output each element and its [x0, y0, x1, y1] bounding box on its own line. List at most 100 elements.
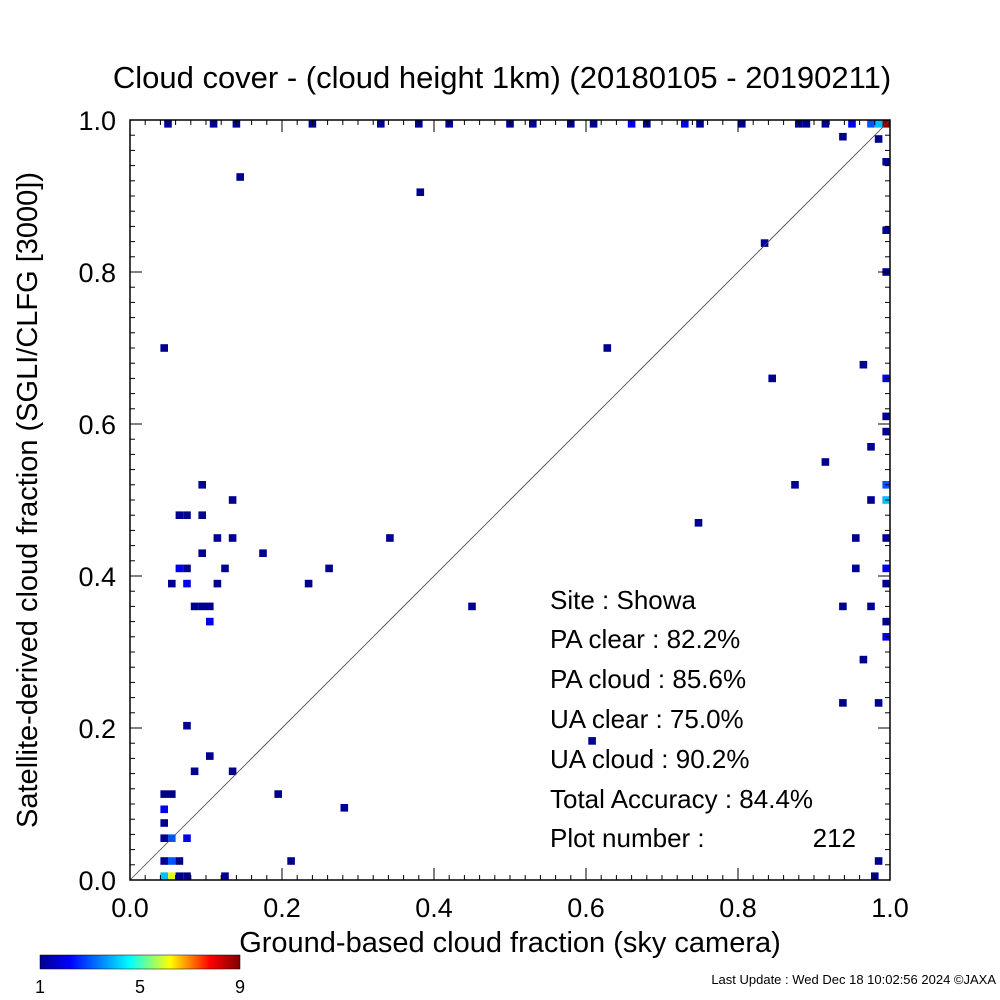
data-point — [589, 120, 598, 128]
footer-last-update: Last Update : Wed Dec 18 10:02:56 2024 ©… — [711, 972, 996, 987]
y-tick-label: 0.2 — [78, 714, 116, 744]
data-point — [160, 344, 168, 352]
data-point — [228, 496, 237, 504]
data-point — [198, 481, 206, 489]
data-point — [859, 360, 868, 369]
data-point — [588, 737, 596, 745]
stats-ua-cloud: UA cloud : 90.2% — [550, 744, 749, 774]
data-point — [882, 427, 890, 436]
data-point — [168, 790, 176, 798]
colorbar-tick-label: 1 — [35, 977, 45, 997]
colorbar-tick-label: 5 — [135, 977, 145, 997]
data-point — [852, 564, 860, 573]
data-point — [198, 602, 206, 611]
data-point — [874, 857, 883, 865]
data-point — [183, 721, 191, 730]
data-point — [882, 226, 890, 234]
data-point — [874, 120, 883, 128]
data-point — [304, 579, 313, 588]
data-point — [340, 804, 349, 812]
axis-ticks — [129, 119, 891, 881]
data-point — [694, 519, 703, 527]
stats-pa-cloud: PA cloud : 85.6% — [550, 664, 746, 694]
data-point — [168, 857, 176, 865]
data-point — [768, 374, 776, 383]
data-point — [206, 602, 214, 611]
x-tick-label: 0.4 — [415, 893, 453, 923]
data-point — [882, 412, 890, 421]
colorbar-tick-label: 9 — [235, 977, 245, 997]
data-point — [221, 872, 229, 880]
data-point — [802, 120, 811, 128]
one-to-one-line — [129, 119, 891, 881]
data-point — [221, 564, 229, 573]
y-tick-label: 0.6 — [78, 410, 116, 440]
y-tick-label: 0.8 — [78, 258, 116, 288]
y-tick-label: 0.4 — [78, 562, 116, 592]
data-point — [175, 511, 184, 519]
data-point — [287, 857, 295, 865]
data-point — [867, 443, 875, 451]
stats-plot-number-value: 212 — [813, 823, 856, 853]
data-point — [183, 579, 191, 588]
data-point — [228, 767, 237, 776]
x-tick-labels: 0.0 0.2 0.4 0.6 0.8 1.0 — [111, 893, 909, 923]
data-point — [160, 872, 168, 880]
data-point — [325, 564, 333, 573]
y-tick-labels: 0.0 0.2 0.4 0.6 0.8 1.0 — [78, 106, 116, 896]
data-point — [160, 857, 168, 865]
x-axis-label: Ground-based cloud fraction (sky camera) — [239, 927, 781, 959]
data-point — [160, 819, 168, 827]
data-point — [274, 790, 282, 798]
data-point — [168, 872, 176, 880]
data-point — [175, 564, 184, 573]
x-tick-label: 1.0 — [871, 893, 909, 923]
data-point — [164, 120, 172, 128]
data-point — [168, 579, 176, 588]
data-point — [377, 120, 385, 128]
data-point — [228, 534, 237, 542]
data-point — [839, 132, 847, 141]
x-tick-label: 0.0 — [111, 893, 149, 923]
data-point — [874, 135, 883, 143]
data-points — [160, 120, 890, 880]
stats-plot-number-label: Plot number : — [550, 823, 705, 853]
data-point — [882, 158, 890, 166]
x-tick-label: 0.2 — [263, 893, 301, 923]
data-point — [867, 496, 875, 504]
stats-site: Site : Showa — [550, 585, 697, 615]
data-point — [867, 120, 875, 128]
data-point — [852, 534, 860, 542]
data-point — [236, 173, 244, 181]
data-point — [760, 239, 769, 247]
data-point — [175, 857, 184, 865]
colorbar-gradient — [39, 954, 241, 970]
data-point — [160, 790, 168, 798]
data-point — [160, 805, 168, 814]
data-point — [198, 511, 206, 519]
data-point — [213, 579, 222, 588]
data-point — [468, 602, 476, 611]
data-point — [213, 534, 222, 542]
data-point — [821, 458, 830, 466]
data-point — [882, 579, 890, 588]
x-tick-label: 0.8 — [719, 893, 757, 923]
data-point — [183, 564, 191, 573]
data-point — [416, 188, 425, 196]
data-point — [183, 872, 191, 880]
data-point — [209, 120, 218, 128]
data-point — [190, 767, 199, 776]
data-point — [259, 549, 267, 557]
stats-pa-clear: PA clear : 82.2% — [550, 624, 740, 654]
data-point — [183, 511, 191, 519]
data-point — [882, 534, 890, 542]
chart-title: Cloud cover - (cloud height 1km) (201801… — [113, 60, 891, 95]
data-point — [603, 344, 612, 352]
data-point — [183, 834, 191, 842]
data-point — [206, 617, 214, 626]
data-point — [206, 752, 214, 760]
data-point — [791, 481, 799, 489]
y-tick-label: 0.0 — [78, 866, 116, 896]
data-point — [738, 120, 746, 128]
